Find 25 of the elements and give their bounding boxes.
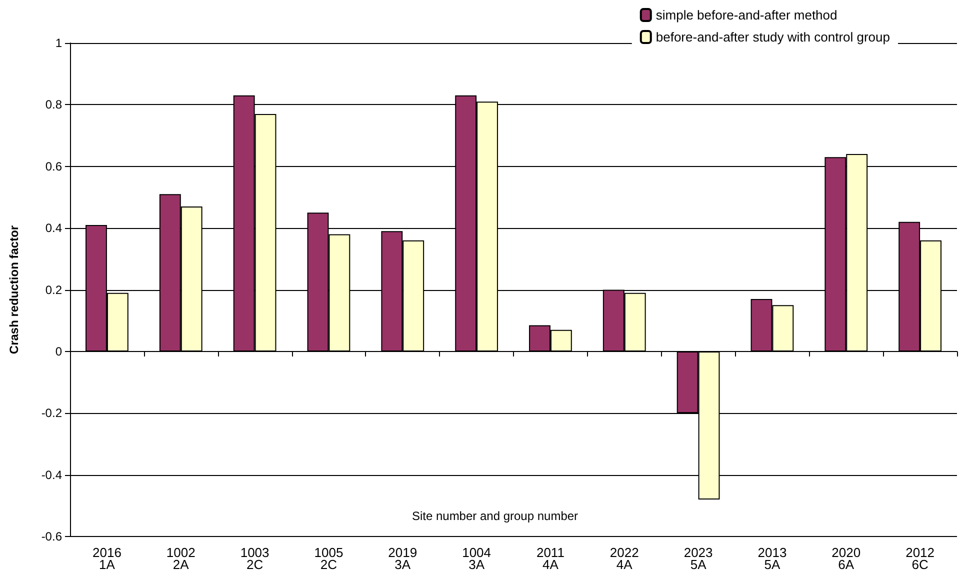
x-tick-label: 2020 6A <box>832 545 861 571</box>
y-tick-label: 0.2 <box>45 282 62 297</box>
x-tick-label: 2019 3A <box>388 545 418 571</box>
y-tick-label: 0 <box>55 344 62 358</box>
y-tick-label: -0.4 <box>41 468 62 482</box>
y-tick-label: 0.4 <box>45 221 62 236</box>
x-axis-title: Site number and group number <box>412 509 578 523</box>
x-tick-label: 1004 3A <box>462 545 492 571</box>
x-tick-label: 1002 2A <box>166 545 196 571</box>
x-tick-label: 2011 4A <box>536 545 564 571</box>
x-tick-label: 2012 6C <box>906 545 935 571</box>
y-tick-label: 0.8 <box>45 98 62 112</box>
x-tick-label: 2013 5A <box>758 545 787 571</box>
y-tick-label: 1 <box>55 36 62 50</box>
y-tick-label: 0.6 <box>45 159 62 174</box>
x-tick-label: 1003 2C <box>240 545 270 571</box>
x-tick-label: 2023 5A <box>684 545 713 571</box>
y-tick-label: -0.6 <box>41 530 62 544</box>
legend-label: before-and-after study with control group <box>656 30 890 44</box>
x-tick-label: 2016 1A <box>92 545 122 571</box>
x-tick-label: 1005 2C <box>314 545 344 571</box>
y-tick-label: -0.2 <box>41 406 62 420</box>
legend-label: simple before-and-after method <box>656 8 838 22</box>
y-axis-title: Crash reduction factor <box>7 225 21 354</box>
x-tick-label: 2022 4A <box>610 545 639 571</box>
